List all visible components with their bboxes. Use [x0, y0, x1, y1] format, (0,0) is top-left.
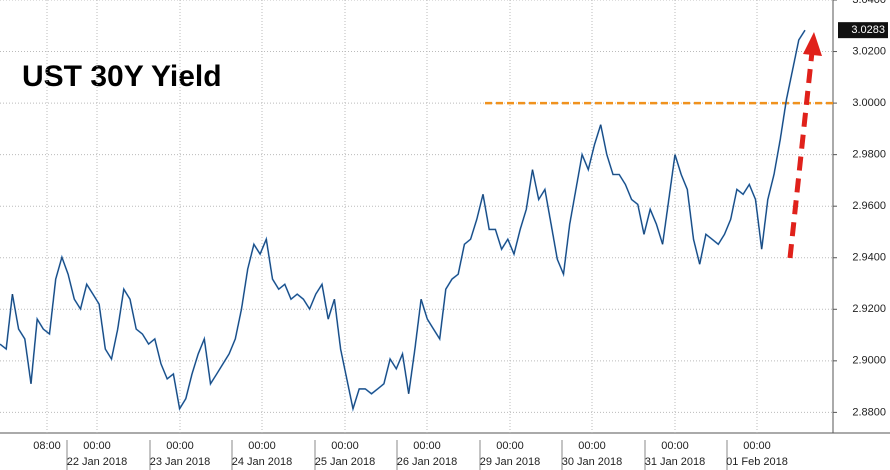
x-date-label: 26 Jan 2018: [397, 456, 458, 468]
y-tick-label: 2.9200: [852, 303, 886, 315]
x-date-label: 25 Jan 2018: [315, 456, 376, 468]
x-tick-label: 00:00: [331, 440, 359, 452]
x-tick-label: 00:00: [743, 440, 771, 452]
y-tick-label: 3.0200: [852, 45, 886, 57]
x-tick-label: 00:00: [248, 440, 276, 452]
arrow-head: [803, 32, 822, 56]
x-tick-label: 00:00: [496, 440, 524, 452]
arrow-shaft: [787, 51, 815, 259]
y-tick-label: 2.9800: [852, 149, 886, 161]
x-date-label: 31 Jan 2018: [645, 456, 706, 468]
y-tick-label: 2.8800: [852, 406, 886, 418]
marks: [0, 0, 833, 433]
chart-title: UST 30Y Yield: [22, 60, 222, 93]
x-tick-label: 00:00: [166, 440, 194, 452]
x-date-label: 29 Jan 2018: [480, 456, 541, 468]
x-tick-label: 00:00: [413, 440, 441, 452]
x-tick-label: 00:00: [661, 440, 689, 452]
last-value-label: 3.0283: [851, 24, 885, 36]
x-date-label: 30 Jan 2018: [562, 456, 623, 468]
y-tick-label: 2.9600: [852, 200, 886, 212]
x-date-label: 22 Jan 2018: [67, 456, 128, 468]
y-tick-label: 2.9000: [852, 355, 886, 367]
x-tick-label: 00:00: [83, 440, 111, 452]
x-date-label: 01 Feb 2018: [726, 456, 788, 468]
line-shadow: [0, 30, 806, 410]
x-date-label: 24 Jan 2018: [232, 456, 293, 468]
y-tick-label: 3.0400: [852, 0, 886, 6]
y-tick-label: 2.9400: [852, 252, 886, 264]
x-tick-label: 00:00: [578, 440, 606, 452]
y-tick-label: 3.0000: [852, 97, 886, 109]
last-value-box: [838, 22, 888, 39]
x-tick-label: 08:00: [33, 440, 61, 452]
x-date-label: 23 Jan 2018: [150, 456, 211, 468]
